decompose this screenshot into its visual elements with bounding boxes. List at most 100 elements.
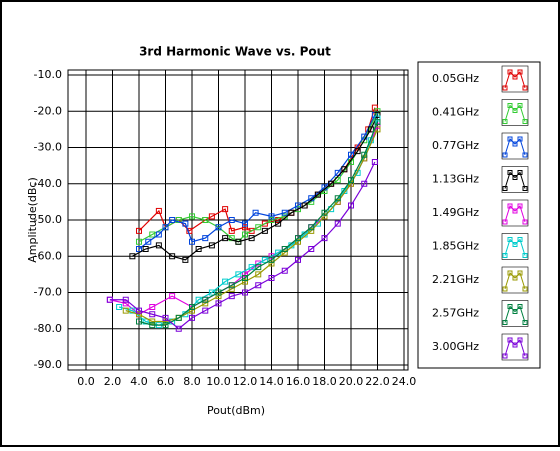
legend-swatch (504, 171, 526, 189)
data-point (255, 271, 262, 278)
legend-swatch-marker (502, 219, 508, 225)
data-point (275, 217, 282, 223)
data-point (261, 220, 268, 227)
x-tick-label: 8.0 (183, 375, 201, 388)
x-tick-label: 6.0 (157, 375, 175, 388)
data-point (334, 195, 341, 202)
data-point (261, 227, 268, 234)
legend-swatch-marker (522, 85, 528, 91)
y-tick-label: -10.0 (34, 68, 62, 81)
legend-swatch-marker (507, 103, 513, 108)
legend-swatch-marker (512, 74, 518, 80)
y-axis-label: Amplitude(dBc) (26, 177, 39, 263)
data-point (348, 202, 354, 209)
data-point (208, 213, 215, 220)
data-point (228, 293, 235, 300)
data-point (281, 249, 288, 256)
legend-swatch-marker (502, 253, 508, 258)
data-point (295, 206, 301, 213)
legend-swatch-marker (517, 304, 523, 309)
data-point (252, 209, 259, 216)
legend-label: 0.77GHz (432, 139, 479, 152)
data-point (149, 311, 156, 318)
x-tick-label: 16.0 (286, 375, 311, 388)
data-point (295, 235, 301, 242)
data-point (175, 314, 182, 321)
legend-swatch-marker (522, 219, 528, 225)
data-point (268, 256, 275, 263)
data-point (215, 300, 222, 307)
data-point (222, 206, 229, 213)
y-tick-label: -60.0 (34, 249, 62, 262)
data-point (129, 307, 136, 314)
data-point (374, 115, 381, 122)
data-point (222, 235, 229, 242)
data-point (142, 246, 149, 252)
data-point (122, 307, 129, 314)
legend-swatch-marker (512, 275, 518, 281)
data-point (328, 180, 335, 187)
data-point (268, 217, 275, 223)
data-point (182, 220, 189, 227)
chart-title: 3rd Harmonic Wave vs. Pout (139, 45, 331, 59)
data-point (242, 271, 248, 278)
data-point (122, 296, 129, 303)
x-tick-label: 2.0 (104, 375, 122, 388)
data-point (255, 264, 262, 271)
y-tick-label: -70.0 (34, 286, 62, 299)
legend-swatch-marker (517, 136, 523, 142)
series-line (109, 161, 376, 330)
legend-swatch-marker (507, 136, 513, 142)
data-point (175, 217, 182, 223)
legend-swatch-marker (522, 320, 528, 325)
legend-swatch-marker (502, 320, 508, 325)
data-point (182, 256, 189, 263)
legend-swatch-marker (522, 353, 528, 359)
legend-swatch (504, 138, 526, 156)
data-point (202, 296, 209, 303)
data-point (361, 180, 368, 187)
data-point (202, 235, 209, 242)
legend-label: 1.49GHz (432, 206, 479, 219)
data-point (255, 260, 262, 267)
data-point (374, 111, 381, 118)
data-point (242, 289, 248, 296)
legend-swatch-marker (512, 309, 518, 314)
data-point (228, 217, 235, 223)
data-point (116, 304, 123, 310)
data-point (189, 314, 195, 321)
legend-swatch (504, 305, 526, 323)
data-point (321, 209, 328, 216)
legend-swatch (504, 205, 526, 223)
data-point (321, 235, 328, 242)
legend-swatch-marker (517, 170, 523, 175)
x-tick-label: 14.0 (259, 375, 284, 388)
data-point (281, 209, 288, 216)
data-point (162, 224, 169, 231)
legend-swatch-marker (517, 337, 523, 343)
data-point (314, 191, 321, 198)
legend-swatch-marker (507, 337, 513, 343)
legend-swatch-marker (517, 270, 523, 276)
data-point (261, 256, 268, 263)
data-point (242, 224, 248, 231)
legend-swatch-marker (507, 270, 513, 276)
x-tick-label: 4.0 (130, 375, 148, 388)
data-point (228, 235, 235, 242)
data-point (202, 217, 209, 223)
legend-label: 0.05GHz (432, 72, 479, 85)
data-point (268, 213, 275, 220)
data-point (169, 253, 176, 260)
data-point (136, 227, 142, 234)
legend-swatch-marker (512, 141, 518, 147)
data-point (248, 235, 255, 242)
data-point (348, 151, 354, 158)
data-point (255, 224, 262, 231)
data-point (348, 177, 354, 184)
data-point (189, 213, 195, 220)
data-point (242, 278, 248, 285)
data-point (162, 318, 169, 325)
legend-swatch-marker (502, 85, 508, 91)
